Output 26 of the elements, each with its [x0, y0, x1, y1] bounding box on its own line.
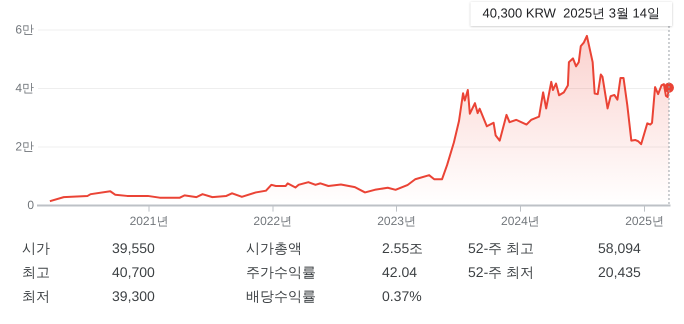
- text: 52-주 최저: [468, 264, 534, 282]
- text: 40,700: [112, 264, 155, 280]
- y-tick-label: 0: [27, 198, 34, 212]
- text: 최고: [22, 264, 50, 282]
- text: 시가총액: [246, 240, 302, 258]
- text: 40,300 KRW 2025년 3월 14일: [482, 6, 660, 21]
- text: 최저: [22, 288, 50, 306]
- text: 시가: [22, 240, 50, 258]
- text: 58,094: [598, 240, 641, 256]
- x-tick-label: 2021년: [130, 214, 168, 228]
- x-tick-label: 2023년: [377, 214, 416, 228]
- text: 배당수익률: [246, 288, 316, 306]
- x-tick-label: 2022년: [253, 214, 292, 228]
- text: 0.37%: [382, 288, 422, 304]
- text: 주가수익률: [246, 264, 316, 282]
- text: 39,550: [112, 240, 155, 256]
- x-tick-label: 2025년: [625, 214, 664, 228]
- text: 42.04: [382, 264, 418, 280]
- text: 39,300: [112, 288, 155, 304]
- y-tick-label: 6만: [15, 22, 34, 36]
- text: 20,435: [598, 264, 641, 280]
- text: 2.55조: [382, 240, 424, 258]
- x-tick-label: 2024년: [501, 214, 540, 228]
- y-tick-label: 2만: [15, 139, 34, 154]
- text: 52-주 최고: [468, 240, 534, 258]
- y-tick-label: 4만: [15, 80, 34, 95]
